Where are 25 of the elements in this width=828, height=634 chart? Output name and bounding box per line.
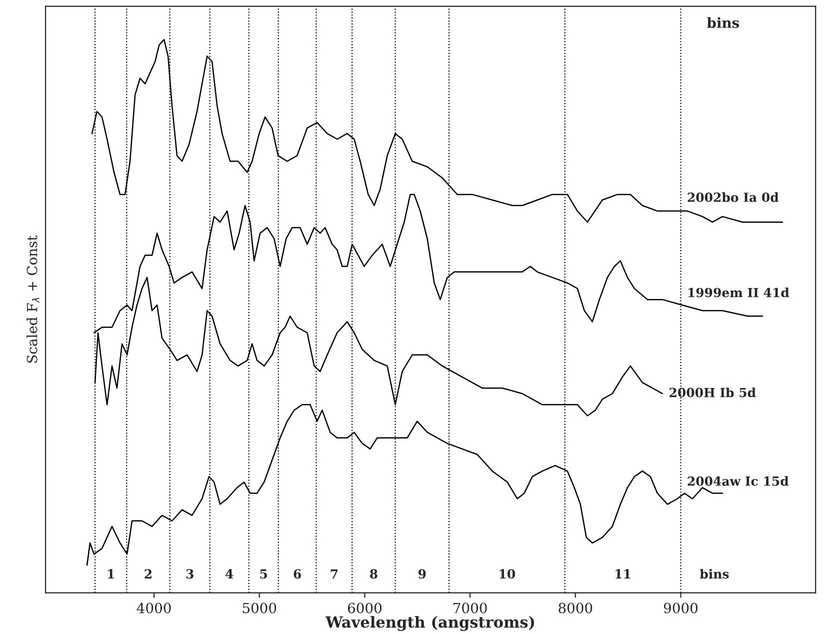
y-axis-title: Scaled F$_{λ}$ + Const — [26, 235, 40, 363]
x-tick-label: 6000 — [348, 602, 382, 614]
x-tick-label: 5000 — [242, 602, 276, 614]
x-tick-label: 9000 — [664, 602, 698, 614]
series-label: 2004aw Ic 15d — [688, 476, 789, 486]
annotation: 10 — [500, 569, 516, 579]
text: bins — [707, 17, 740, 28]
x-tick-label: 7000 — [454, 602, 487, 614]
annotation: 8 — [370, 569, 378, 579]
annotation: 3 — [186, 569, 194, 579]
x-tick-label: 8000 — [558, 602, 592, 614]
annotation: 7 — [330, 569, 338, 578]
series-label: 1999em II 41d — [688, 288, 790, 298]
annotation: 2 — [144, 569, 152, 578]
series-label: 2000H Ib 5d — [670, 388, 756, 398]
annotation: bins — [700, 568, 729, 579]
annotation: 6 — [294, 569, 301, 579]
x-tick-label: 4000 — [136, 602, 171, 614]
annotation: 1 — [108, 569, 114, 578]
annotation: 5 — [260, 569, 267, 579]
annotation: 11 — [616, 569, 630, 578]
annotation: 4 — [226, 569, 234, 578]
annotation: 9 — [418, 569, 426, 579]
x-axis-title: Wavelength (angstroms) — [325, 616, 534, 631]
series-label: 2002bo Ia 0d — [688, 192, 779, 202]
